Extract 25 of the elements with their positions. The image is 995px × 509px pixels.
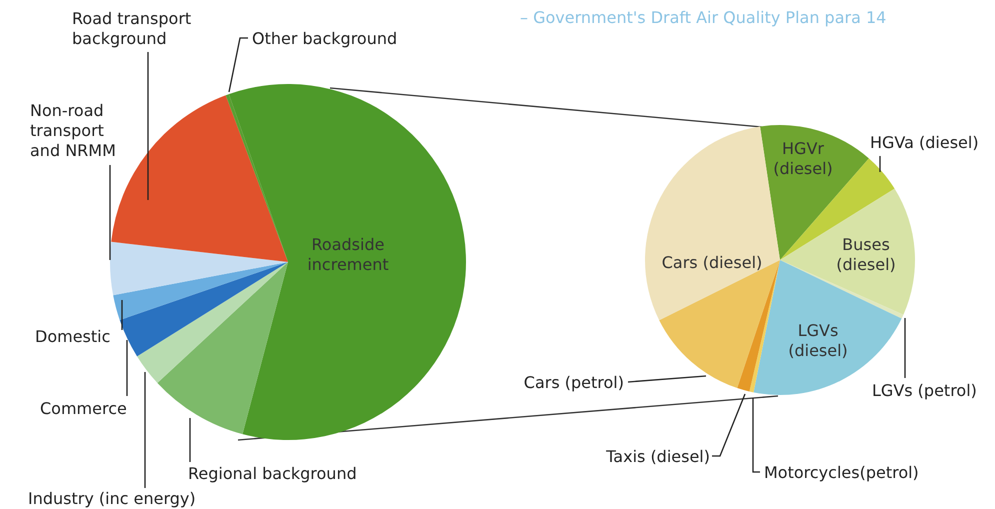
slice-label: Domestic — [35, 327, 110, 346]
pie-slice — [157, 262, 288, 434]
slice-label: Regional background — [188, 464, 357, 483]
slice-label: Other background — [252, 29, 398, 48]
slice-label: Taxis (diesel) — [605, 447, 710, 466]
slice-label: Buses (diesel) — [836, 235, 896, 274]
pie-slice — [120, 262, 288, 356]
text: – Government's Draft Air Quality Plan para 14 — [520, 8, 886, 27]
pie-slice — [110, 242, 288, 296]
slice-label: Road transport background — [72, 9, 192, 48]
slice-label: HGVr (diesel) — [773, 139, 833, 178]
slice-label: Motorcycles(petrol) — [764, 463, 919, 482]
slice-label: HGVa (diesel) — [870, 133, 979, 152]
pie-slice — [780, 188, 915, 315]
slice-label: LGVs (diesel) — [788, 321, 848, 360]
slice-label: Roadside increment — [307, 235, 389, 274]
pie-slice — [137, 262, 288, 383]
slice-label: Cars (diesel) — [662, 253, 762, 272]
slice-label: Cars (petrol) — [524, 373, 624, 392]
pie-slice — [113, 262, 288, 320]
slice-label: Industry (inc energy) — [28, 489, 196, 508]
pie-slice — [228, 84, 466, 440]
slice-label: Non-road transport and NRMM — [30, 101, 116, 160]
slice-label: LGVs (petrol) — [872, 381, 977, 400]
slice-label: Commerce — [40, 399, 127, 418]
